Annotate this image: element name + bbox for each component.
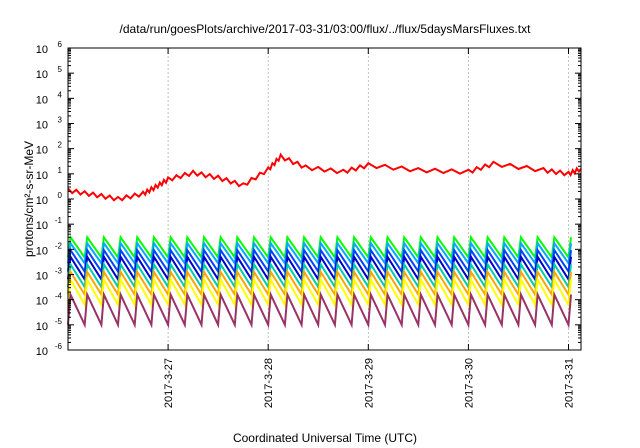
y-tick-label: 10 0	[36, 191, 63, 207]
y-tick-label: 10 -3	[36, 267, 63, 283]
y-tick-base: 10	[36, 120, 48, 132]
y-tick-label: 10 1	[36, 166, 63, 182]
y-tick-label: 10 -1	[36, 216, 63, 232]
x-tick-label: 2017-3-27	[163, 358, 175, 408]
x-tick-label: 2017-3-29	[363, 358, 375, 408]
y-tick-label: 10 2	[36, 141, 63, 157]
y-tick-label: 10 -2	[36, 241, 63, 257]
y-tick-base: 10	[36, 44, 48, 56]
y-tick-base: 10	[36, 69, 48, 81]
y-tick-label: 10 -6	[36, 342, 63, 358]
y-tick-exponent: 4	[58, 90, 63, 99]
y-tick-base: 10	[36, 271, 48, 283]
y-tick-base: 10	[36, 346, 48, 358]
y-tick-base: 10	[36, 321, 48, 333]
y-tick-exponent: -5	[55, 317, 63, 326]
series-line	[68, 280, 571, 305]
y-tick-label: 10 -4	[36, 292, 63, 308]
x-tick-label: 2017-3-28	[263, 358, 275, 408]
y-tick-label: 10 4	[36, 90, 63, 106]
y-tick-label: 10 -5	[36, 317, 63, 333]
y-tick-base: 10	[36, 296, 48, 308]
y-tick-base: 10	[36, 170, 48, 182]
series-line	[68, 295, 571, 325]
chart-title: /data/run/goesPlots/archive/2017-03-31/0…	[120, 22, 532, 36]
x-axis-ticks: 2017-3-27 2017-3-28 2017-3-29 2017-3-30 2017…	[163, 48, 575, 408]
y-tick-exponent: 0	[58, 191, 63, 200]
y-tick-label: 10 3	[36, 116, 63, 132]
y-tick-exponent: -2	[55, 241, 63, 250]
y-tick-exponent: -6	[55, 342, 63, 351]
x-axis-label: Coordinated Universal Time (UTC)	[233, 431, 417, 445]
y-tick-exponent: 1	[58, 166, 63, 175]
y-tick-base: 10	[36, 145, 48, 157]
y-tick-exponent: 5	[58, 65, 63, 74]
series-line	[68, 155, 581, 201]
y-tick-exponent: -4	[55, 292, 63, 301]
y-tick-label: 10 6	[36, 40, 63, 56]
y-axis-label: protons/cm²-s-sr-MeV	[22, 141, 36, 257]
y-tick-exponent: 2	[58, 141, 63, 150]
y-axis-ticks: 10 -610 -510 -410 -310 -210 -110 010 110 210 310 41…	[36, 40, 581, 358]
y-tick-exponent: -1	[55, 216, 63, 225]
y-tick-base: 10	[36, 245, 48, 257]
y-tick-base: 10	[36, 220, 48, 232]
x-tick-label: 2017-3-31	[563, 358, 575, 408]
y-tick-label: 10 5	[36, 65, 63, 81]
x-tick-label: 2017-3-30	[463, 358, 475, 408]
y-tick-exponent: 6	[58, 40, 63, 49]
y-tick-base: 10	[36, 94, 48, 106]
y-tick-exponent: 3	[58, 116, 63, 125]
y-tick-base: 10	[36, 195, 48, 207]
y-tick-exponent: -3	[55, 267, 63, 276]
series-group	[68, 155, 581, 325]
